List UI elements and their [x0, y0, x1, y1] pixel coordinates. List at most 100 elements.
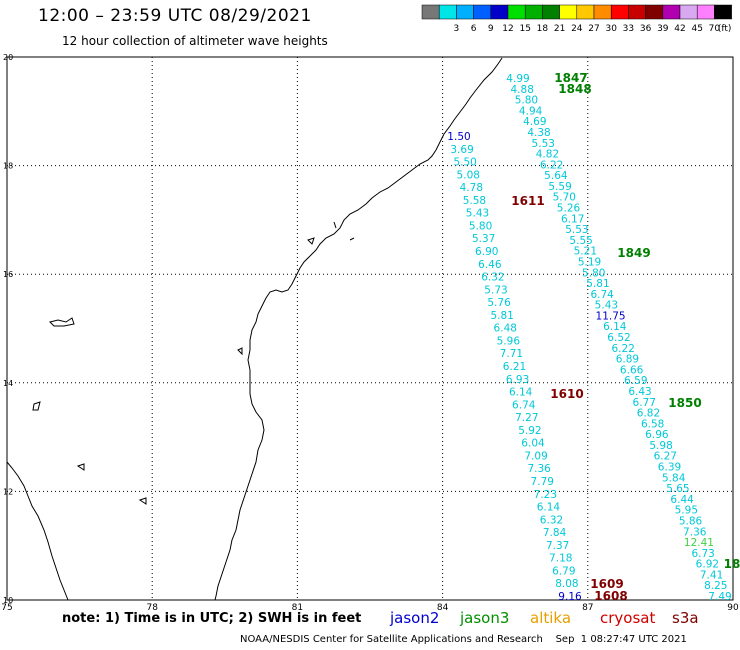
- wave-height-value: 5.80: [469, 220, 492, 232]
- wave-height-value: 6.73: [691, 548, 714, 560]
- wave-height-value: 6.59: [624, 375, 647, 387]
- wave-height-value: 5.80: [582, 267, 605, 279]
- wave-height-value: 4.99: [506, 73, 529, 85]
- wave-height-value: 6.58: [641, 418, 664, 430]
- wave-height-value: 5.92: [518, 425, 541, 437]
- wave-height-value: 6.77: [633, 397, 656, 409]
- pass-time-label: 1850: [668, 396, 701, 410]
- wave-height-value: 6.74: [512, 399, 536, 411]
- wave-height-value: 6.32: [540, 514, 563, 526]
- pass-time-label: 1849: [617, 246, 650, 260]
- wave-height-value: 6.21: [503, 361, 526, 373]
- pass-time-label: 18: [724, 557, 740, 571]
- wave-height-value: 7.36: [527, 463, 551, 475]
- wave-height-value: 7.23: [534, 489, 557, 501]
- color-legend: 3 6 9 12 15 18 21 24 27 30 33 36 39 42 45 70(ft): [421, 4, 732, 34]
- wave-height-value: 5.95: [675, 505, 698, 517]
- wave-height-value: 6.22: [612, 343, 635, 355]
- lon-tick-label: 81: [292, 603, 303, 613]
- wave-height-tracks: 1.503.695.505.084.785.585.435.805.376.90…: [447, 73, 731, 603]
- legend-swatch: [610, 4, 629, 20]
- wave-height-value: 5.08: [457, 169, 480, 181]
- wave-height-value: 6.39: [658, 462, 681, 474]
- wave-height-value: 5.86: [679, 515, 703, 527]
- lon-tick-label: 75: [1, 603, 12, 613]
- axis-tick-labels: 75 78 81 84 87 90 10 12 14 16 18 20: [1, 53, 739, 613]
- pass-time-label: 1608: [594, 589, 627, 603]
- legend-label: 3: [454, 24, 460, 34]
- wave-height-value: 7.79: [531, 476, 554, 488]
- wave-height-value: 5.53: [565, 224, 588, 236]
- legend-label: 18: [537, 24, 549, 34]
- footer-note: note: 1) Time is in UTC; 2) SWH is in fe…: [62, 611, 362, 626]
- legend-swatch: [628, 4, 646, 20]
- legend-swatch: [714, 4, 732, 20]
- wave-height-value: 5.59: [548, 181, 571, 193]
- wave-height-value: 6.79: [552, 565, 575, 577]
- wave-height-value: 7.41: [700, 569, 723, 581]
- wave-height-value: 5.53: [532, 138, 555, 150]
- wave-height-value: 7.49: [708, 591, 731, 603]
- legend-label: 9: [488, 24, 494, 34]
- wave-height-value: 9.16: [558, 591, 582, 603]
- legend-label: 45: [691, 24, 702, 34]
- legend-label: 33: [623, 24, 634, 34]
- wave-height-value: 7.71: [500, 348, 523, 360]
- wave-height-value: 5.50: [453, 157, 476, 169]
- wave-height-value: 6.52: [607, 332, 630, 344]
- pass-time-label: 1611: [511, 194, 544, 208]
- legend-label: 39: [657, 24, 669, 34]
- wave-height-value: 6.14: [603, 321, 627, 333]
- legend-swatch: [593, 4, 612, 20]
- lon-tick-label: 78: [146, 603, 158, 613]
- legend-swatch: [524, 4, 543, 20]
- wave-height-value: 6.89: [616, 354, 639, 366]
- wave-height-value: 4.78: [460, 182, 483, 194]
- legend-label: 6: [471, 24, 477, 34]
- legend-label: 21: [554, 24, 565, 34]
- wave-height-value: 5.58: [463, 195, 486, 207]
- legend-unit: (ft): [718, 24, 732, 34]
- wave-height-value: 5.81: [586, 278, 609, 290]
- wave-height-value: 6.93: [506, 374, 529, 386]
- wave-height-value: 7.36: [683, 526, 707, 538]
- wave-height-value: 5.43: [466, 208, 489, 220]
- legend-swatch: [507, 4, 526, 20]
- wave-height-value: 6.74: [590, 289, 614, 301]
- wave-height-value: 6.14: [509, 387, 533, 399]
- lat-tick-label: 20: [3, 53, 13, 62]
- wave-height-value: 3.69: [450, 144, 473, 156]
- satellite-cryosat: cryosat: [600, 609, 656, 627]
- satellite-jason2: jason2: [390, 609, 440, 627]
- wave-height-value: 6.44: [670, 494, 694, 506]
- legend-swatch: [679, 4, 698, 20]
- wave-height-value: 6.46: [478, 259, 502, 271]
- wave-height-value: 5.26: [557, 203, 581, 215]
- lon-tick-label: 84: [437, 603, 449, 613]
- wave-height-value: 5.81: [490, 310, 513, 322]
- wave-height-value: 7.18: [549, 553, 572, 565]
- wave-height-value: 5.43: [595, 300, 618, 312]
- wave-height-value: 6.90: [475, 246, 498, 258]
- legend-swatch: [696, 4, 715, 20]
- lat-tick-label: 14: [3, 379, 13, 388]
- wave-height-value: 6.92: [696, 559, 719, 571]
- wave-height-value: 5.55: [569, 235, 592, 247]
- wave-height-value: 4.88: [511, 84, 534, 96]
- map-frame: [6, 56, 734, 601]
- wave-height-value: 6.04: [521, 438, 545, 450]
- legend-label: 70: [709, 24, 721, 34]
- wave-height-value: 5.73: [484, 284, 507, 296]
- wave-height-value: 5.96: [497, 335, 521, 347]
- pass-time-label: 1609: [590, 577, 623, 591]
- legend-swatch: [662, 4, 681, 20]
- legend-label: 24: [571, 24, 583, 34]
- wave-height-value: 5.21: [574, 246, 597, 258]
- legend-label: 42: [674, 24, 685, 34]
- lat-tick-label: 16: [3, 270, 13, 279]
- wave-height-value: 5.70: [553, 192, 576, 204]
- wave-height-value: 6.17: [561, 213, 584, 225]
- legend-swatch: [645, 4, 664, 20]
- wave-height-value: 7.09: [524, 450, 547, 462]
- lat-tick-label: 10: [3, 596, 13, 605]
